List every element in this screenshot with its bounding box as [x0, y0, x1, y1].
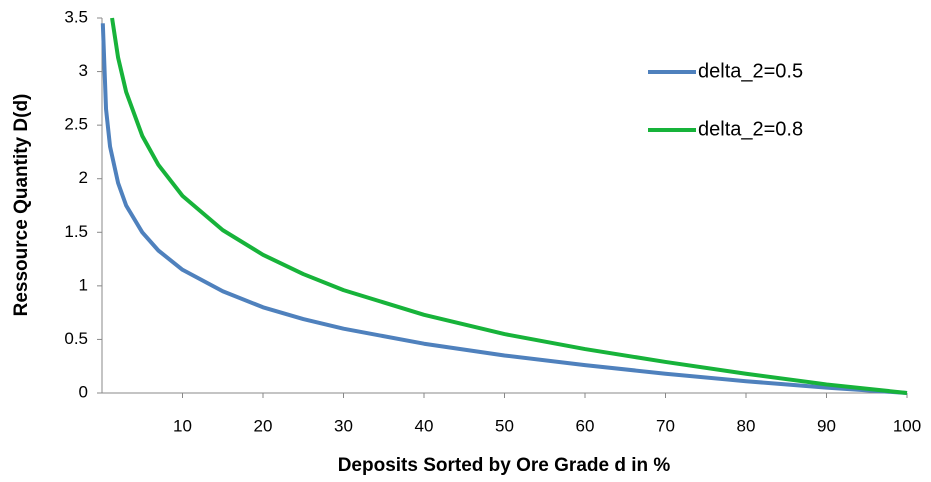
- y-tick-label: 3.5: [64, 7, 88, 26]
- legend-label: delta_2=0.8: [698, 118, 803, 140]
- y-tick-label: 0.5: [64, 329, 88, 348]
- x-tick-label: 90: [817, 416, 836, 435]
- x-axis-title: Deposits Sorted by Ore Grade d in %: [338, 455, 671, 476]
- x-tick-label: 80: [737, 416, 756, 435]
- y-tick-label: 2: [79, 168, 88, 187]
- x-tick-label: 40: [415, 416, 434, 435]
- x-tick-label: 100: [893, 416, 921, 435]
- y-tick-label: 1: [79, 275, 88, 294]
- y-tick-label: 1.5: [64, 222, 88, 241]
- y-tick-label: 0: [79, 382, 88, 401]
- legend-label: delta_2=0.5: [698, 60, 803, 82]
- x-tick-label: 20: [254, 416, 273, 435]
- x-tick-label: 30: [334, 416, 353, 435]
- line-series: [100, 23, 908, 395]
- x-tick-label: 60: [576, 416, 595, 435]
- x-tick-label: 10: [173, 416, 192, 435]
- y-tick-label: 3: [79, 61, 88, 80]
- y-axis-title: Ressource Quantity D(d): [11, 94, 32, 317]
- line-series: [110, 17, 908, 395]
- x-tick-label: 50: [495, 416, 514, 435]
- x-tick-label: 70: [656, 416, 675, 435]
- y-tick-label: 2.5: [64, 115, 88, 134]
